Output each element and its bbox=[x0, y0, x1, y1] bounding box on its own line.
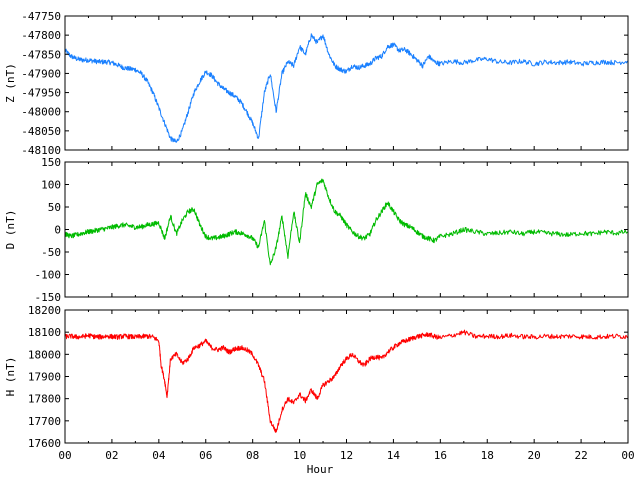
z-y-axis-title: Z (nT) bbox=[4, 63, 17, 103]
z-y-tick-label: -47850 bbox=[21, 48, 61, 61]
x-tick-label: 06 bbox=[199, 449, 212, 462]
h-y-tick-label: 18000 bbox=[28, 348, 61, 361]
x-tick-label: 22 bbox=[574, 449, 587, 462]
d-y-tick-label: -150 bbox=[35, 291, 62, 304]
x-tick-label: 00 bbox=[58, 449, 71, 462]
h-series-line bbox=[64, 329, 629, 433]
z-y-tick-label: -47750 bbox=[21, 10, 61, 23]
x-tick-label: 14 bbox=[387, 449, 401, 462]
z-y-tick-label: -47800 bbox=[21, 29, 61, 42]
x-tick-label: 02 bbox=[105, 449, 118, 462]
z-panel: -47750 -47800 -47850 -47900 -47950 -48000 -480… bbox=[4, 10, 629, 157]
d-panel-frame bbox=[64, 161, 629, 298]
d-y-tick-label: -100 bbox=[35, 269, 62, 282]
x-tick-label: 20 bbox=[528, 449, 541, 462]
x-tick-label: 08 bbox=[246, 449, 259, 462]
x-tick-label: 16 bbox=[434, 449, 447, 462]
h-y-tick-label: 18100 bbox=[28, 326, 61, 339]
z-y-tick-label: -47950 bbox=[21, 87, 61, 100]
x-tick-label: 00 bbox=[621, 449, 634, 462]
h-panel-frame bbox=[64, 309, 629, 444]
d-y-tick-label: -50 bbox=[41, 246, 61, 259]
z-y-tick-label: -48100 bbox=[21, 144, 61, 157]
x-axis-title: Hour bbox=[307, 463, 334, 476]
x-tick-label: 12 bbox=[340, 449, 353, 462]
z-y-tick-label: -48050 bbox=[21, 125, 61, 138]
d-panel: 150 100 50 0 -50 -100 -150 D (nT) bbox=[4, 156, 629, 304]
h-y-tick-label: 18200 bbox=[28, 304, 61, 317]
d-y-axis-title: D (nT) bbox=[4, 210, 17, 250]
h-y-tick-label: 17900 bbox=[28, 371, 61, 384]
x-tick-label: 10 bbox=[293, 449, 306, 462]
h-panel: 18200 18100 18000 17900 17800 17700 17600 H (nT… bbox=[4, 304, 635, 462]
d-y-tick-label: 0 bbox=[54, 224, 61, 237]
z-panel-frame bbox=[64, 15, 629, 151]
h-y-tick-label: 17600 bbox=[28, 437, 61, 450]
d-y-tick-label: 150 bbox=[41, 156, 61, 169]
h-y-axis-title: H (nT) bbox=[4, 357, 17, 397]
h-y-tick-label: 17700 bbox=[28, 415, 61, 428]
z-series-line bbox=[64, 33, 629, 143]
h-y-tick-label: 17800 bbox=[28, 393, 61, 406]
d-y-tick-label: 100 bbox=[41, 179, 61, 192]
d-y-tick-label: 50 bbox=[48, 201, 61, 214]
z-y-tick-label: -48000 bbox=[21, 106, 61, 119]
x-tick-label: 04 bbox=[152, 449, 166, 462]
z-y-tick-label: -47900 bbox=[21, 67, 61, 80]
d-series-line bbox=[64, 178, 629, 266]
x-tick-label: 18 bbox=[481, 449, 494, 462]
